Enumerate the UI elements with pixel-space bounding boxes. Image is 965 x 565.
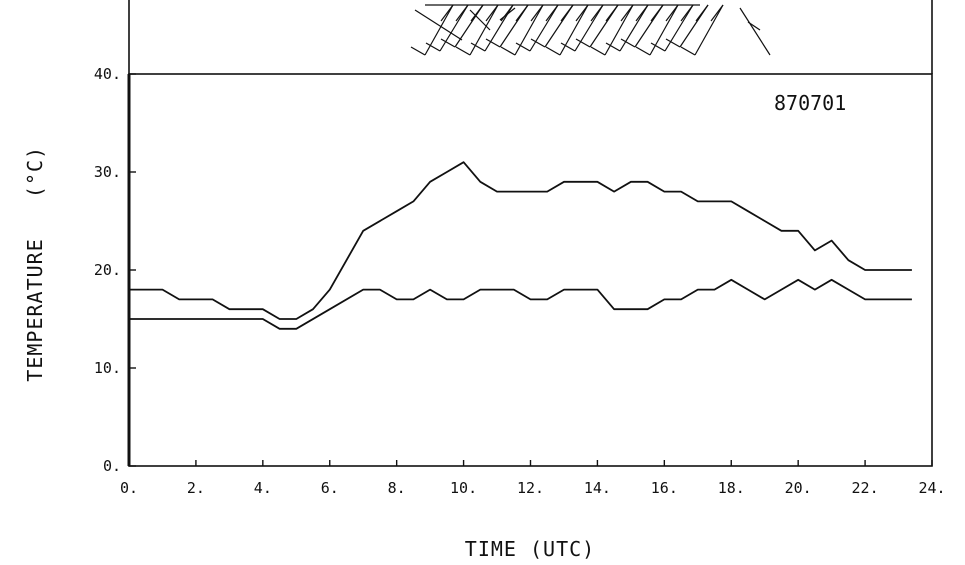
x-tick-label: 24. <box>918 479 945 497</box>
x-tick-label: 16. <box>651 479 678 497</box>
wind-barb-stroke <box>747 21 761 31</box>
x-tick-label: 20. <box>785 479 812 497</box>
x-axis-ticks: 0. 2. 4. 6. 8. 10. 12. 14. 16. 18. 20. 22. 24. <box>120 460 946 497</box>
y-tick-label: 30. <box>94 163 121 181</box>
x-tick-label: 6. <box>321 479 339 497</box>
y-axis-ticks: 0. 10. 20. 30. 40. <box>94 65 136 475</box>
wind-barb <box>665 4 709 48</box>
wind-barb-stroke <box>739 7 771 56</box>
y-axis-label-group: TEMPERATURE (°C) <box>23 146 47 382</box>
date-annotation: 870701 <box>774 91 846 115</box>
y-tick-label: 20. <box>94 261 121 279</box>
y-tick-label: 10. <box>94 359 121 377</box>
wind-barb <box>635 4 679 56</box>
wind-barb <box>425 4 469 52</box>
y-tick-label: 40. <box>94 65 121 83</box>
wind-barb <box>620 4 664 48</box>
plot-frame <box>128 73 933 467</box>
y-axis-label: TEMPERATURE <box>23 238 47 381</box>
wind-barb <box>500 4 544 56</box>
wind-barbs <box>410 4 771 56</box>
wind-barb <box>650 4 694 52</box>
x-tick-label: 22. <box>852 479 879 497</box>
y-axis-unit: (°C) <box>23 146 47 198</box>
wind-barb-stroke <box>414 9 463 41</box>
x-tick-label: 12. <box>517 479 544 497</box>
x-tick-label: 2. <box>187 479 205 497</box>
wind-barb <box>560 4 604 52</box>
wind-barb <box>680 4 724 56</box>
x-tick-label: 4. <box>254 479 272 497</box>
wind-barb-stroke <box>469 9 491 31</box>
wind-barb <box>530 4 574 48</box>
wind-barb-panel <box>128 0 933 74</box>
wind-barb <box>605 4 649 52</box>
y-tick-label: 0. <box>103 457 121 475</box>
wind-barb <box>575 4 619 48</box>
wind-barb <box>455 4 499 56</box>
x-axis-label: TIME (UTC) <box>465 537 595 561</box>
series-lines <box>129 161 912 330</box>
wind-barb <box>545 4 589 56</box>
series-line-1 <box>129 161 912 320</box>
wind-barb <box>410 4 454 56</box>
x-tick-label: 8. <box>388 479 406 497</box>
x-tick-label: 18. <box>718 479 745 497</box>
wind-barb <box>485 4 529 48</box>
x-tick-label: 10. <box>450 479 477 497</box>
x-tick-label: 0. <box>120 479 138 497</box>
wind-barb <box>590 4 634 56</box>
x-tick-label: 14. <box>584 479 611 497</box>
wind-barb-stroke <box>499 7 516 21</box>
series-line-2 <box>129 278 912 330</box>
wind-barb <box>440 4 484 48</box>
wind-barb <box>515 4 559 52</box>
